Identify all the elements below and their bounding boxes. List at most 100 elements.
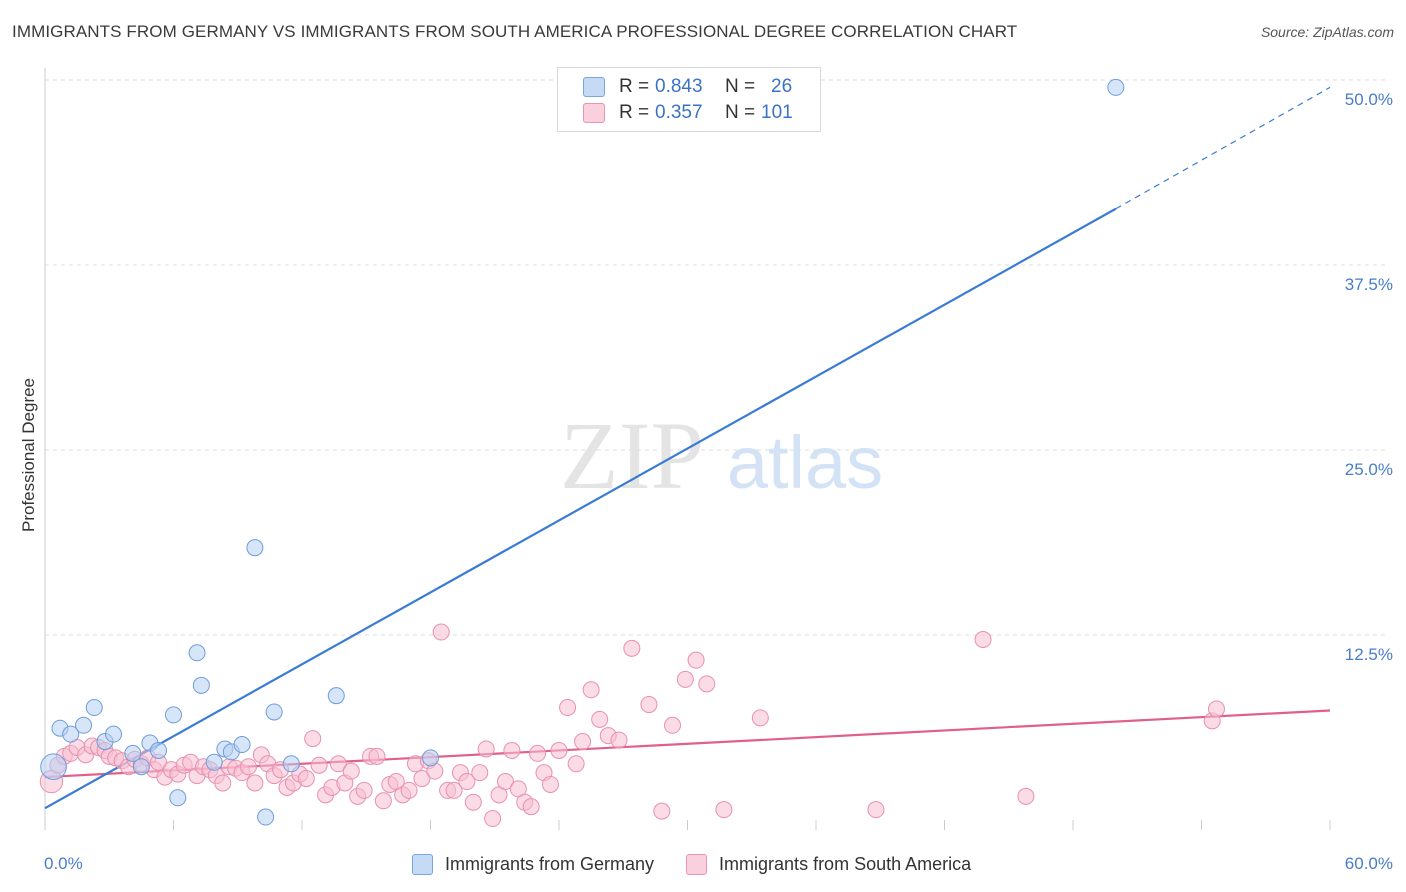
series-legend: Immigrants from Germany Immigrants from … [412,852,1003,876]
point-south-america [676,670,694,688]
point-germany [327,687,345,705]
point-germany [192,676,210,694]
legend-label-south-america: Immigrants from South America [719,853,972,874]
point-south-america [582,681,600,699]
y-tick-label: 25.0% [1345,460,1393,479]
watermark-zip: ZIP [560,402,704,509]
point-south-america [342,762,360,780]
point-south-america [698,675,716,693]
point-south-america [239,758,257,776]
legend-n-label: N = [725,102,756,123]
trendline-south-america [44,709,1331,779]
legend-swatch-germany [583,77,605,97]
point-south-america [496,773,514,791]
legend-item-germany: Immigrants from Germany [412,853,655,875]
point-germany [85,699,103,717]
point-south-america [355,781,373,799]
point-south-america [974,630,992,648]
stats-legend: R = 0.843 N = 26 R = 0.357 N = 101 [557,67,821,132]
grid-lines [45,79,1385,636]
point-south-america [484,810,502,828]
point-germany [422,749,439,767]
point-south-america [503,741,521,759]
point-germany [265,703,283,721]
legend-row-germany: R = 0.843 N = 26 [583,75,792,99]
point-south-america [567,755,585,773]
x-tick-label: 60.0% [1345,854,1393,873]
point-south-america [522,798,540,816]
point-south-america [715,801,733,819]
legend-item-south-america: Immigrants from South America [686,853,972,875]
point-south-america [867,801,885,819]
y-tick-label: 12.5% [1345,645,1393,664]
point-germany [1107,78,1125,96]
trendline-germany [44,207,1117,810]
point-germany [246,539,264,557]
point-south-america [610,731,628,749]
point-germany [282,755,300,773]
point-germany [40,753,67,781]
point-south-america [297,770,315,788]
legend-r-label: R = [619,76,650,97]
legend-label-germany: Immigrants from Germany [445,853,655,874]
source-label: Source: ZipAtlas.com [1260,24,1394,40]
legend-swatch-germany [412,853,433,875]
legend-swatch-south-america [583,103,605,123]
point-south-america [471,764,489,782]
point-germany [188,644,206,662]
point-germany [165,706,182,724]
legend-r-label: R = [619,102,650,123]
legend-n-value: 26 [771,76,793,97]
point-germany [150,741,168,759]
point-south-america [559,699,577,717]
point-germany [124,744,142,762]
point-south-america [310,756,328,774]
point-south-america [464,793,482,811]
point-germany [205,753,223,771]
point-south-america [574,733,592,751]
point-south-america [445,781,463,799]
point-germany [257,808,275,826]
x-tick-label: 0.0% [44,854,83,873]
point-south-america [246,774,264,792]
point-south-america [477,740,495,758]
point-south-america [374,792,392,810]
point-south-america [329,755,347,773]
point-germany [105,725,123,743]
legend-r-value: 0.843 [655,76,703,97]
point-south-america [751,709,769,727]
point-germany [75,716,93,734]
point-south-america [529,744,547,762]
axes [44,68,1331,830]
point-south-america [687,651,705,669]
point-germany [233,736,251,754]
point-south-america [1207,700,1225,718]
point-south-america [458,773,476,791]
point-south-america [664,716,682,734]
point-south-america [413,770,431,788]
legend-n-label: N = [725,76,756,97]
point-germany [132,758,150,776]
legend-row-south-america: R = 0.357 N = 101 [583,101,793,125]
point-south-america [368,747,386,765]
y-tick-label: 37.5% [1345,275,1393,294]
point-south-america [400,781,418,799]
legend-swatch-south-america [686,853,708,875]
trend-lines [44,86,1331,810]
legend-r-value: 0.357 [655,102,703,123]
point-south-america [214,774,232,792]
y-axis-label: Professional Degree [19,378,38,532]
legend-n-value: 101 [761,102,793,123]
point-south-america [541,775,559,793]
point-south-america [591,710,609,728]
point-germany [169,789,187,807]
watermark: ZIP atlas [560,402,883,509]
point-south-america [432,623,450,641]
chart-title: IMMIGRANTS FROM GERMANY VS IMMIGRANTS FR… [12,22,1018,41]
point-south-america [623,639,641,657]
points-germany [40,78,1125,826]
point-south-america [550,741,568,759]
point-south-america [640,696,658,714]
point-south-america [653,802,671,820]
